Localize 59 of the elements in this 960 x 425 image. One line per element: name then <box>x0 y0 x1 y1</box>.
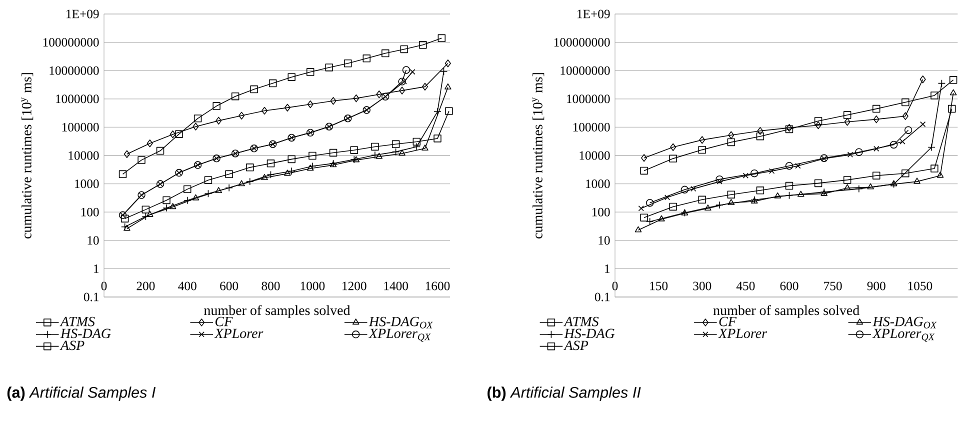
x-tick-label: 1400 <box>384 282 408 290</box>
legend-label: ATMS <box>564 316 599 326</box>
y-tick-label: 1 <box>605 264 610 273</box>
legend-label: XPLorer <box>214 328 264 338</box>
y-axis-title: cumulative runtimes [10$^{y}$ ms] <box>21 73 34 238</box>
legend-label: ASP <box>60 340 84 350</box>
legend-label: HS-DAG <box>564 328 615 338</box>
text: (b) Artificial Samples II <box>488 386 641 401</box>
legend-label: ATMS <box>60 316 95 326</box>
x-tick-label: 200 <box>136 282 155 290</box>
y-tick-label: 100000000 <box>43 38 99 47</box>
y-tick-label: 10000000 <box>560 66 610 75</box>
y-tick-label: 10000 <box>68 151 99 160</box>
y-tick-label: 100000 <box>573 122 610 132</box>
legend-label: XPLorer <box>718 328 768 338</box>
x-tick-label: 1050 <box>908 282 932 290</box>
x-tick-label: 900 <box>867 282 886 290</box>
y-tick-label: 1E+09 <box>578 10 610 18</box>
x-tick-label: 400 <box>178 282 196 290</box>
y-tick-label: 0.1 <box>84 292 99 302</box>
legend-label: CF <box>719 316 737 326</box>
x-tick-label: 800 <box>262 282 280 290</box>
y-tick-label: 100000 <box>62 122 99 132</box>
x-tick-label: 1600 <box>426 282 450 290</box>
x-tick-label: 1000 <box>300 282 325 290</box>
y-tick-label: 100 <box>592 208 610 216</box>
y-axis-title: cumulative runtimes [10$^{y}$ ms] <box>532 73 544 238</box>
x-axis-title: number of samples solved <box>204 305 350 318</box>
legend-label: XPLorer$_{QX}$ <box>368 328 431 342</box>
x-tick-label: 0 <box>612 282 618 290</box>
x-tick-label: 600 <box>220 282 238 290</box>
legend-label: HS-DAG$_{OX}$ <box>368 316 433 328</box>
y-tick-label: 1E+09 <box>66 10 99 18</box>
x-tick-label: 450 <box>736 282 755 290</box>
x-tick-label: 150 <box>650 282 668 290</box>
legend-label: XPLorer$_{QX}$ <box>872 328 935 342</box>
x-tick-label: 300 <box>693 282 712 290</box>
y-tick-label: 1 <box>94 264 99 273</box>
x-tick-label: 1200 <box>342 282 366 290</box>
y-tick-label: 1000000 <box>56 94 99 104</box>
y-tick-label: 100000000 <box>554 38 610 47</box>
legend-label: CF <box>216 316 233 326</box>
legend-label: HS-DAG$_{OX}$ <box>872 316 937 328</box>
y-tick-label: 0.1 <box>594 292 610 302</box>
y-tick-label: 1000 <box>75 180 99 188</box>
y-tick-label: 1000 <box>586 180 610 188</box>
x-axis-title: number of samples solved <box>713 305 860 318</box>
legend-label: HS-DAG <box>60 328 111 338</box>
text: (a) Artificial Samples I <box>7 386 156 401</box>
y-tick-label: 1000000 <box>567 94 610 104</box>
x-tick-label: 0 <box>101 282 107 290</box>
y-tick-label: 10000 <box>580 151 610 160</box>
x-tick-label: 750 <box>824 282 842 290</box>
y-tick-label: 10 <box>598 236 610 245</box>
y-tick-label: 100 <box>81 208 99 216</box>
y-tick-label: 10 <box>88 236 99 245</box>
x-tick-label: 600 <box>780 282 798 290</box>
y-tick-label: 10000000 <box>50 66 99 75</box>
legend-label: ASP <box>564 340 588 350</box>
